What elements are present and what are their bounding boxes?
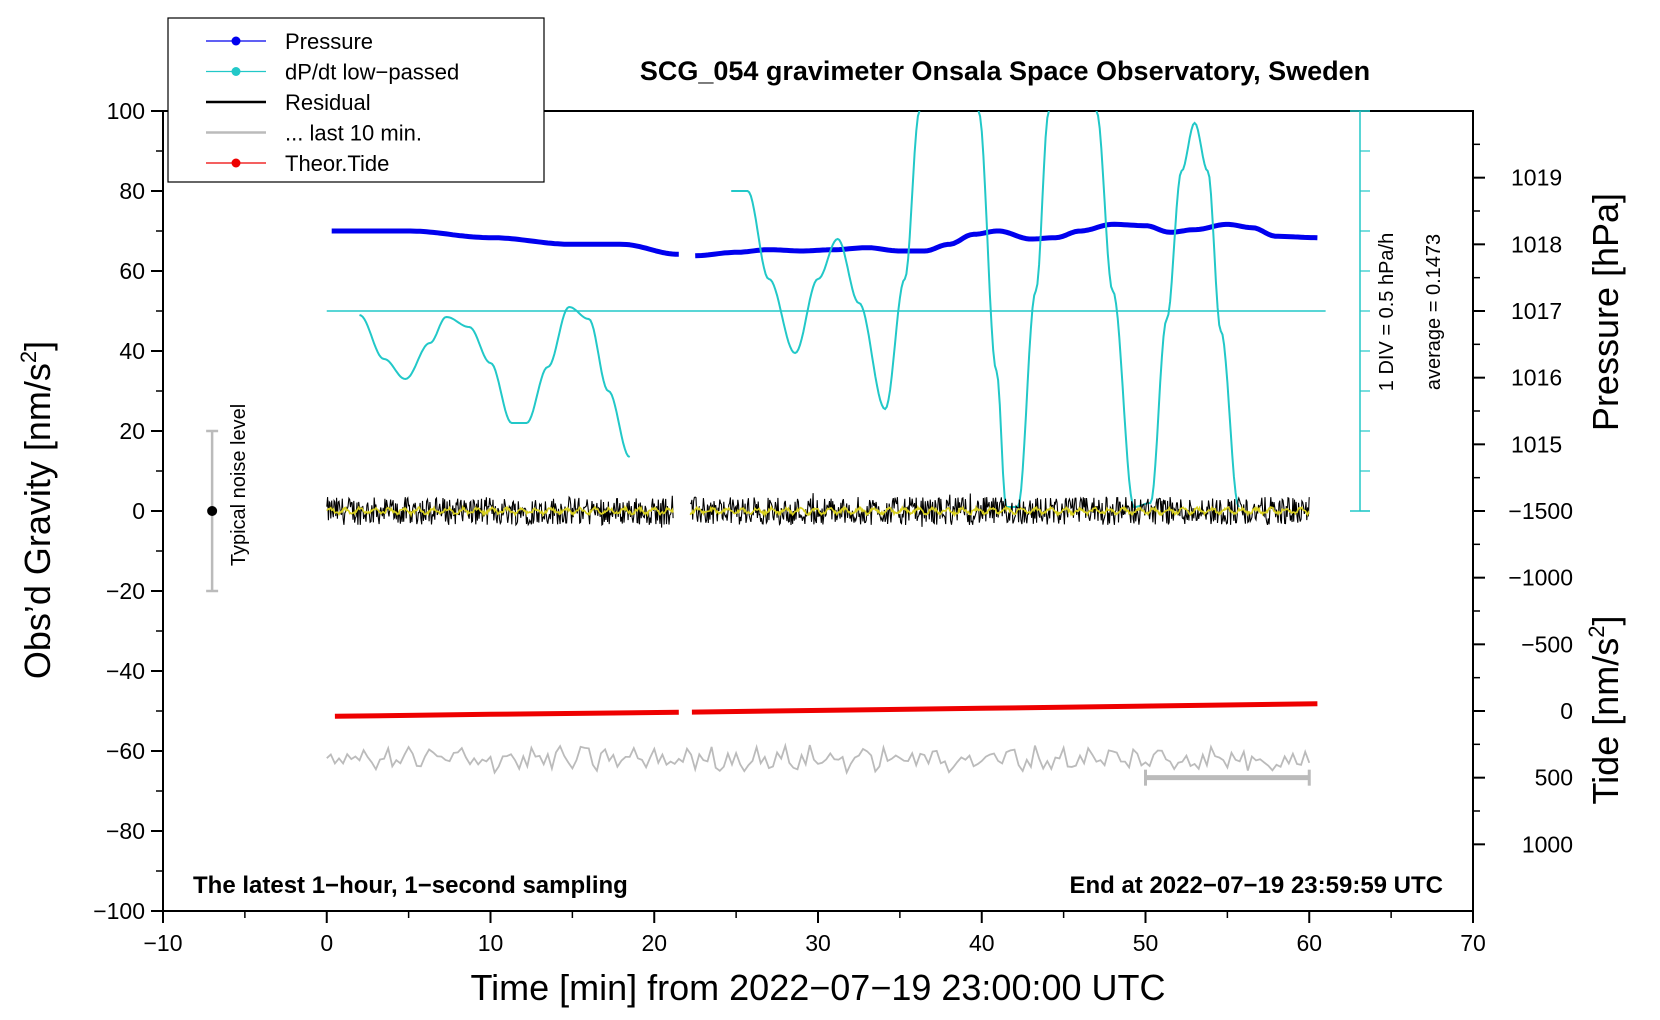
series-layer (206, 110, 1370, 786)
y-tick-label: −60 (106, 738, 145, 764)
tide-axis-title-main: Tide [nm/s (1585, 638, 1626, 805)
noise-level-label: Typical noise level (228, 404, 250, 566)
tide-axis-title-end: ] (1585, 616, 1626, 626)
sampling-note: The latest 1−hour, 1−second sampling (193, 872, 628, 899)
y-tick-label: 20 (119, 418, 145, 444)
series-pressure (331, 221, 1318, 259)
legend: Pressure dP/dt low−passed Residual ... last… (167, 17, 545, 183)
pressure-tick-label: 1019 (1511, 165, 1562, 191)
series-residual (690, 493, 1310, 527)
series-residual-smoothed (689, 504, 1310, 518)
pressure-tick-label: 1015 (1511, 431, 1562, 457)
axis-ticks: −10 0 10 20 30 40 50 60 70−100−80−60−40−20020406… (93, 98, 1573, 956)
tide-tick-label: −500 (1521, 631, 1573, 657)
y-tick-label: −80 (106, 818, 145, 844)
x-tick-label: 0 (320, 930, 333, 956)
legend-marker-dp-dt-low-passed (231, 67, 241, 76)
tide-tick-label: 0 (1560, 698, 1573, 724)
y-tick-label: 0 (132, 498, 145, 524)
series-theor-tide (334, 701, 1318, 719)
legend-box (167, 17, 545, 183)
x-tick-label: 50 (1133, 930, 1159, 956)
series-residual-smoothed (326, 504, 674, 518)
legend-label-pressure: Pressure (285, 29, 373, 54)
noise-bar-center (207, 506, 218, 516)
x-tick-label: 40 (969, 930, 995, 956)
pressure-tick-label: 1017 (1511, 298, 1562, 324)
legend-marker-theor-tide (231, 158, 241, 168)
legend-label-residual: Residual (285, 90, 371, 115)
x-tick-label: 10 (478, 930, 504, 956)
y-axis-title-main: Obs’d Gravity [nm/s (17, 363, 58, 679)
y-tick-label: 100 (107, 98, 145, 124)
legend-marker-pressure (231, 36, 241, 46)
legend-label-theor-tide: Theor.Tide (285, 151, 389, 176)
y-tick-label: 80 (119, 178, 145, 204)
pressure-tick-label: 1016 (1511, 365, 1562, 391)
legend-label-last-10-min: ... last 10 min. (285, 121, 422, 146)
y-tick-label: 40 (119, 338, 145, 364)
x-axis-title: Time [min] from 2022−07−19 23:00:00 UTC (470, 967, 1165, 1008)
series-last-10-min (326, 742, 1311, 776)
end-time-note: End at 2022−07−19 23:59:59 UTC (1069, 872, 1443, 899)
tide-tick-label: 500 (1535, 765, 1573, 791)
x-tick-label: 20 (641, 930, 667, 956)
y-axis-title: Obs’d Gravity [nm/s2] (16, 341, 58, 679)
div-note: 1 DIV = 0.5 hPa/h (1376, 233, 1398, 391)
y-tick-label: −20 (106, 578, 145, 604)
average-note: average = 0.1473 (1423, 234, 1445, 390)
x-tick-label: −10 (143, 930, 182, 956)
tide-axis-title-sup: 2 (1584, 626, 1609, 638)
tide-tick-label: −1000 (1508, 565, 1573, 591)
y-tick-label: −40 (106, 658, 145, 684)
y-tick-label: −100 (93, 898, 145, 924)
tide-tick-label: −1500 (1508, 498, 1573, 524)
x-tick-label: 30 (805, 930, 831, 956)
legend-label-dp-dt-low-passed: dP/dt low−passed (285, 60, 459, 85)
y-tick-label: 60 (119, 258, 145, 284)
y-axis-title-end: ] (17, 341, 58, 351)
tide-tick-label: 1000 (1522, 831, 1573, 857)
x-tick-label: 70 (1460, 930, 1486, 956)
tide-axis-title: Tide [nm/s2] (1584, 616, 1626, 805)
chart-title: SCG_054 gravimeter Onsala Space Observat… (640, 56, 1370, 86)
x-tick-label: 60 (1296, 930, 1322, 956)
pressure-axis-title: Pressure [hPa] (1585, 193, 1626, 431)
pressure-tick-label: 1018 (1511, 231, 1562, 257)
series-residual (326, 495, 674, 528)
series-dp-dt-low-passed (359, 111, 1240, 509)
y-axis-title-sup: 2 (16, 351, 41, 363)
